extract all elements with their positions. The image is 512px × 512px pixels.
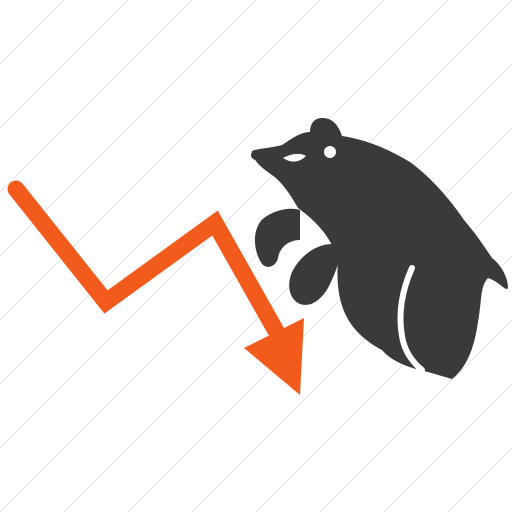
bear-ear-inner bbox=[324, 146, 336, 158]
bear-front-leg bbox=[289, 244, 340, 305]
watermark-line bbox=[0, 0, 64, 512]
bear-nose bbox=[251, 150, 261, 160]
falling-trend-arrow-icon bbox=[16, 189, 304, 395]
bear-front-paw bbox=[255, 209, 300, 267]
